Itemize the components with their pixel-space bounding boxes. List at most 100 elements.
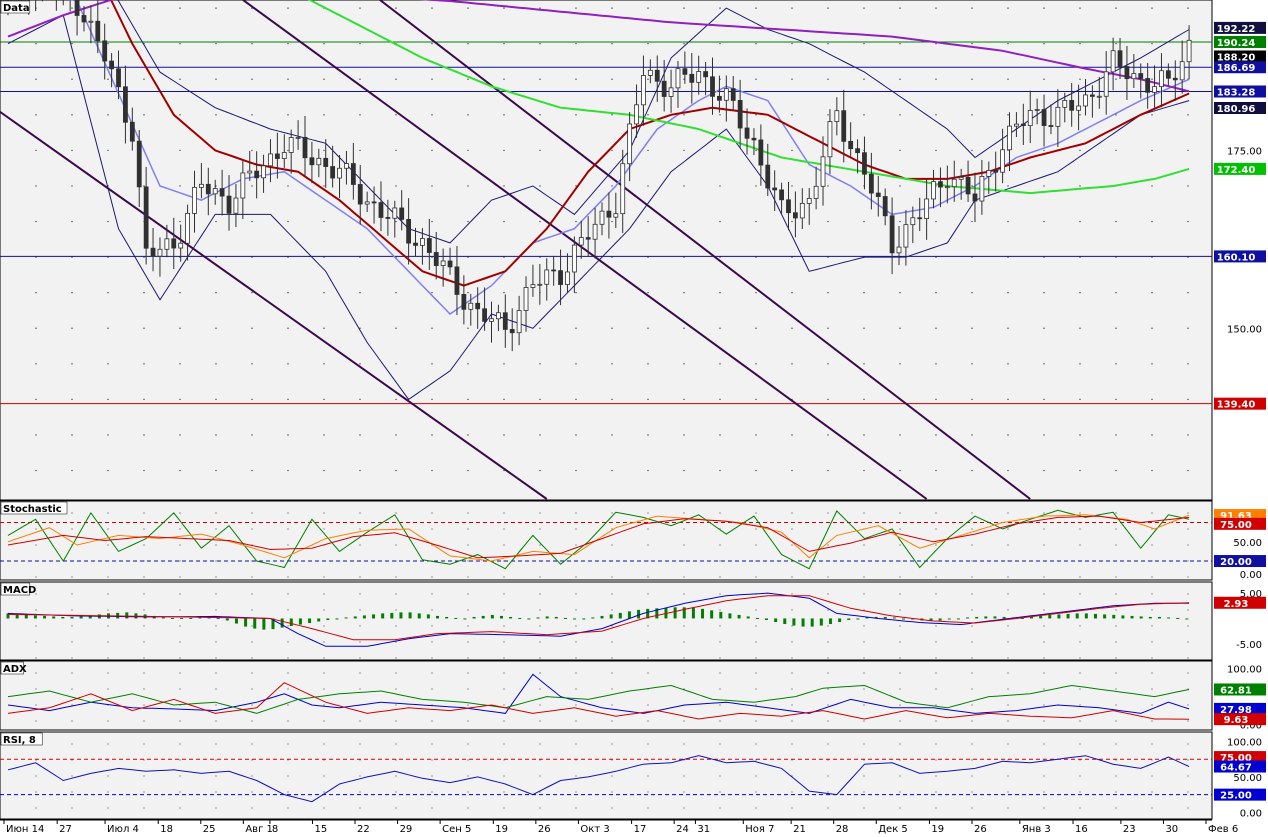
macd-hist-bar <box>198 617 202 619</box>
price-grid-dot <box>971 327 973 329</box>
price-grid-dot <box>575 469 577 472</box>
price-grid-dot <box>251 42 253 45</box>
price-grid-dot <box>791 291 793 294</box>
osc-grid-dot <box>1007 720 1009 722</box>
price-grid-dot <box>1043 363 1045 365</box>
price-grid-dot <box>827 363 829 365</box>
osc-grid-dot <box>755 807 757 809</box>
price-grid-dot <box>611 327 613 329</box>
price-grid-dot <box>395 114 397 116</box>
price-grid-dot <box>431 327 433 329</box>
osc-grid-dot <box>1187 625 1189 627</box>
price-grid-dot <box>683 327 685 329</box>
candle-body <box>1020 123 1026 127</box>
candle-body <box>737 100 743 129</box>
panel-3-tag-0-label: 62.81 <box>1220 685 1252 696</box>
osc-grid-dot <box>395 593 397 595</box>
price-grid-dot <box>71 363 73 365</box>
osc-grid-dot <box>683 560 685 562</box>
macd-hist-bar <box>1048 614 1052 619</box>
osc-grid-dot <box>935 672 937 674</box>
price-grid-dot <box>1079 42 1081 45</box>
candle-body <box>917 217 923 220</box>
osc-grid-dot <box>755 720 757 722</box>
x-tick-label: 24 <box>676 824 689 834</box>
osc-grid-dot <box>107 528 109 530</box>
candle-body <box>489 318 494 322</box>
price-grid-dot <box>1079 7 1081 9</box>
price-grid-dot <box>359 7 361 9</box>
price-grid-dot <box>287 434 289 436</box>
macd-hist-bar <box>1103 614 1107 619</box>
candle-body <box>792 212 798 219</box>
osc-grid-dot <box>143 593 145 595</box>
price-grid-dot <box>827 114 829 116</box>
candle-body <box>862 152 867 175</box>
osc-grid-dot <box>647 657 649 659</box>
osc-grid-dot <box>539 625 541 627</box>
price-grid-dot <box>899 42 901 45</box>
osc-grid-dot <box>323 576 325 578</box>
price-grid-dot <box>251 149 253 152</box>
osc-grid-dot <box>827 720 829 722</box>
channel-line-0 <box>0 110 548 500</box>
price-tag-6-box <box>1214 162 1266 175</box>
candle-body <box>88 20 94 23</box>
price-grid-dot <box>683 114 685 116</box>
osc-grid-dot <box>179 743 181 745</box>
price-grid-dot <box>395 291 397 294</box>
price-grid-dot <box>539 434 541 436</box>
osc-grid-dot <box>1187 704 1189 706</box>
price-grid-dot <box>35 149 37 152</box>
price-grid-dot <box>323 220 325 223</box>
price-grid-dot <box>647 291 649 294</box>
price-grid-dot <box>539 7 541 9</box>
price-grid-dot <box>1187 149 1189 152</box>
candle-body <box>1152 86 1157 93</box>
osc-grid-dot <box>647 576 649 578</box>
macd-hist-bar <box>244 618 248 627</box>
osc-grid-dot <box>179 528 181 530</box>
panel-4-title-box <box>0 732 43 746</box>
osc-grid-dot <box>215 720 217 722</box>
macd-hist-bar <box>856 618 860 620</box>
osc-grid-dot <box>35 609 37 611</box>
osc-grid-dot <box>143 657 145 659</box>
macd-hist-bar <box>627 611 631 619</box>
osc-grid-dot <box>611 609 613 611</box>
osc-grid-dot <box>143 704 145 706</box>
price-grid-dot <box>323 185 325 187</box>
candle-body <box>806 198 812 204</box>
price-grid-dot <box>467 42 469 45</box>
candle-body <box>730 88 736 101</box>
osc-grid-dot <box>827 807 829 809</box>
candle-body <box>468 302 474 310</box>
panel-1-tag-0-label: 91.63 <box>1220 511 1252 522</box>
candle-body <box>592 223 598 240</box>
candle-body <box>558 270 563 285</box>
osc-grid-dot <box>179 688 181 690</box>
candle-body <box>951 178 957 188</box>
panel-3-tag-0: 62.81 <box>1214 683 1266 696</box>
osc-grid-dot <box>251 672 253 674</box>
osc-grid-dot <box>863 625 865 627</box>
price-grid-dot <box>827 434 829 436</box>
osc-grid-dot <box>827 657 829 659</box>
osc-grid-dot <box>1115 704 1117 706</box>
price-grid-dot <box>791 42 793 45</box>
osc-grid-dot <box>359 544 361 546</box>
macd-hist-bar <box>79 616 83 619</box>
panel-4-tag-0-box <box>1214 751 1266 764</box>
osc-grid-dot <box>107 791 109 793</box>
price-grid-dot <box>287 114 289 116</box>
osc-grid-dot <box>395 609 397 611</box>
price-grid-dot <box>1007 398 1009 401</box>
price-grid-dot <box>1115 78 1117 80</box>
price-grid-dot <box>1043 398 1045 401</box>
osc-grid-dot <box>827 672 829 674</box>
price-grid-dot <box>899 114 901 116</box>
osc-grid-dot <box>179 512 181 514</box>
osc-grid-dot <box>467 576 469 578</box>
osc-grid-dot <box>791 791 793 793</box>
price-grid-dot <box>1079 363 1081 365</box>
